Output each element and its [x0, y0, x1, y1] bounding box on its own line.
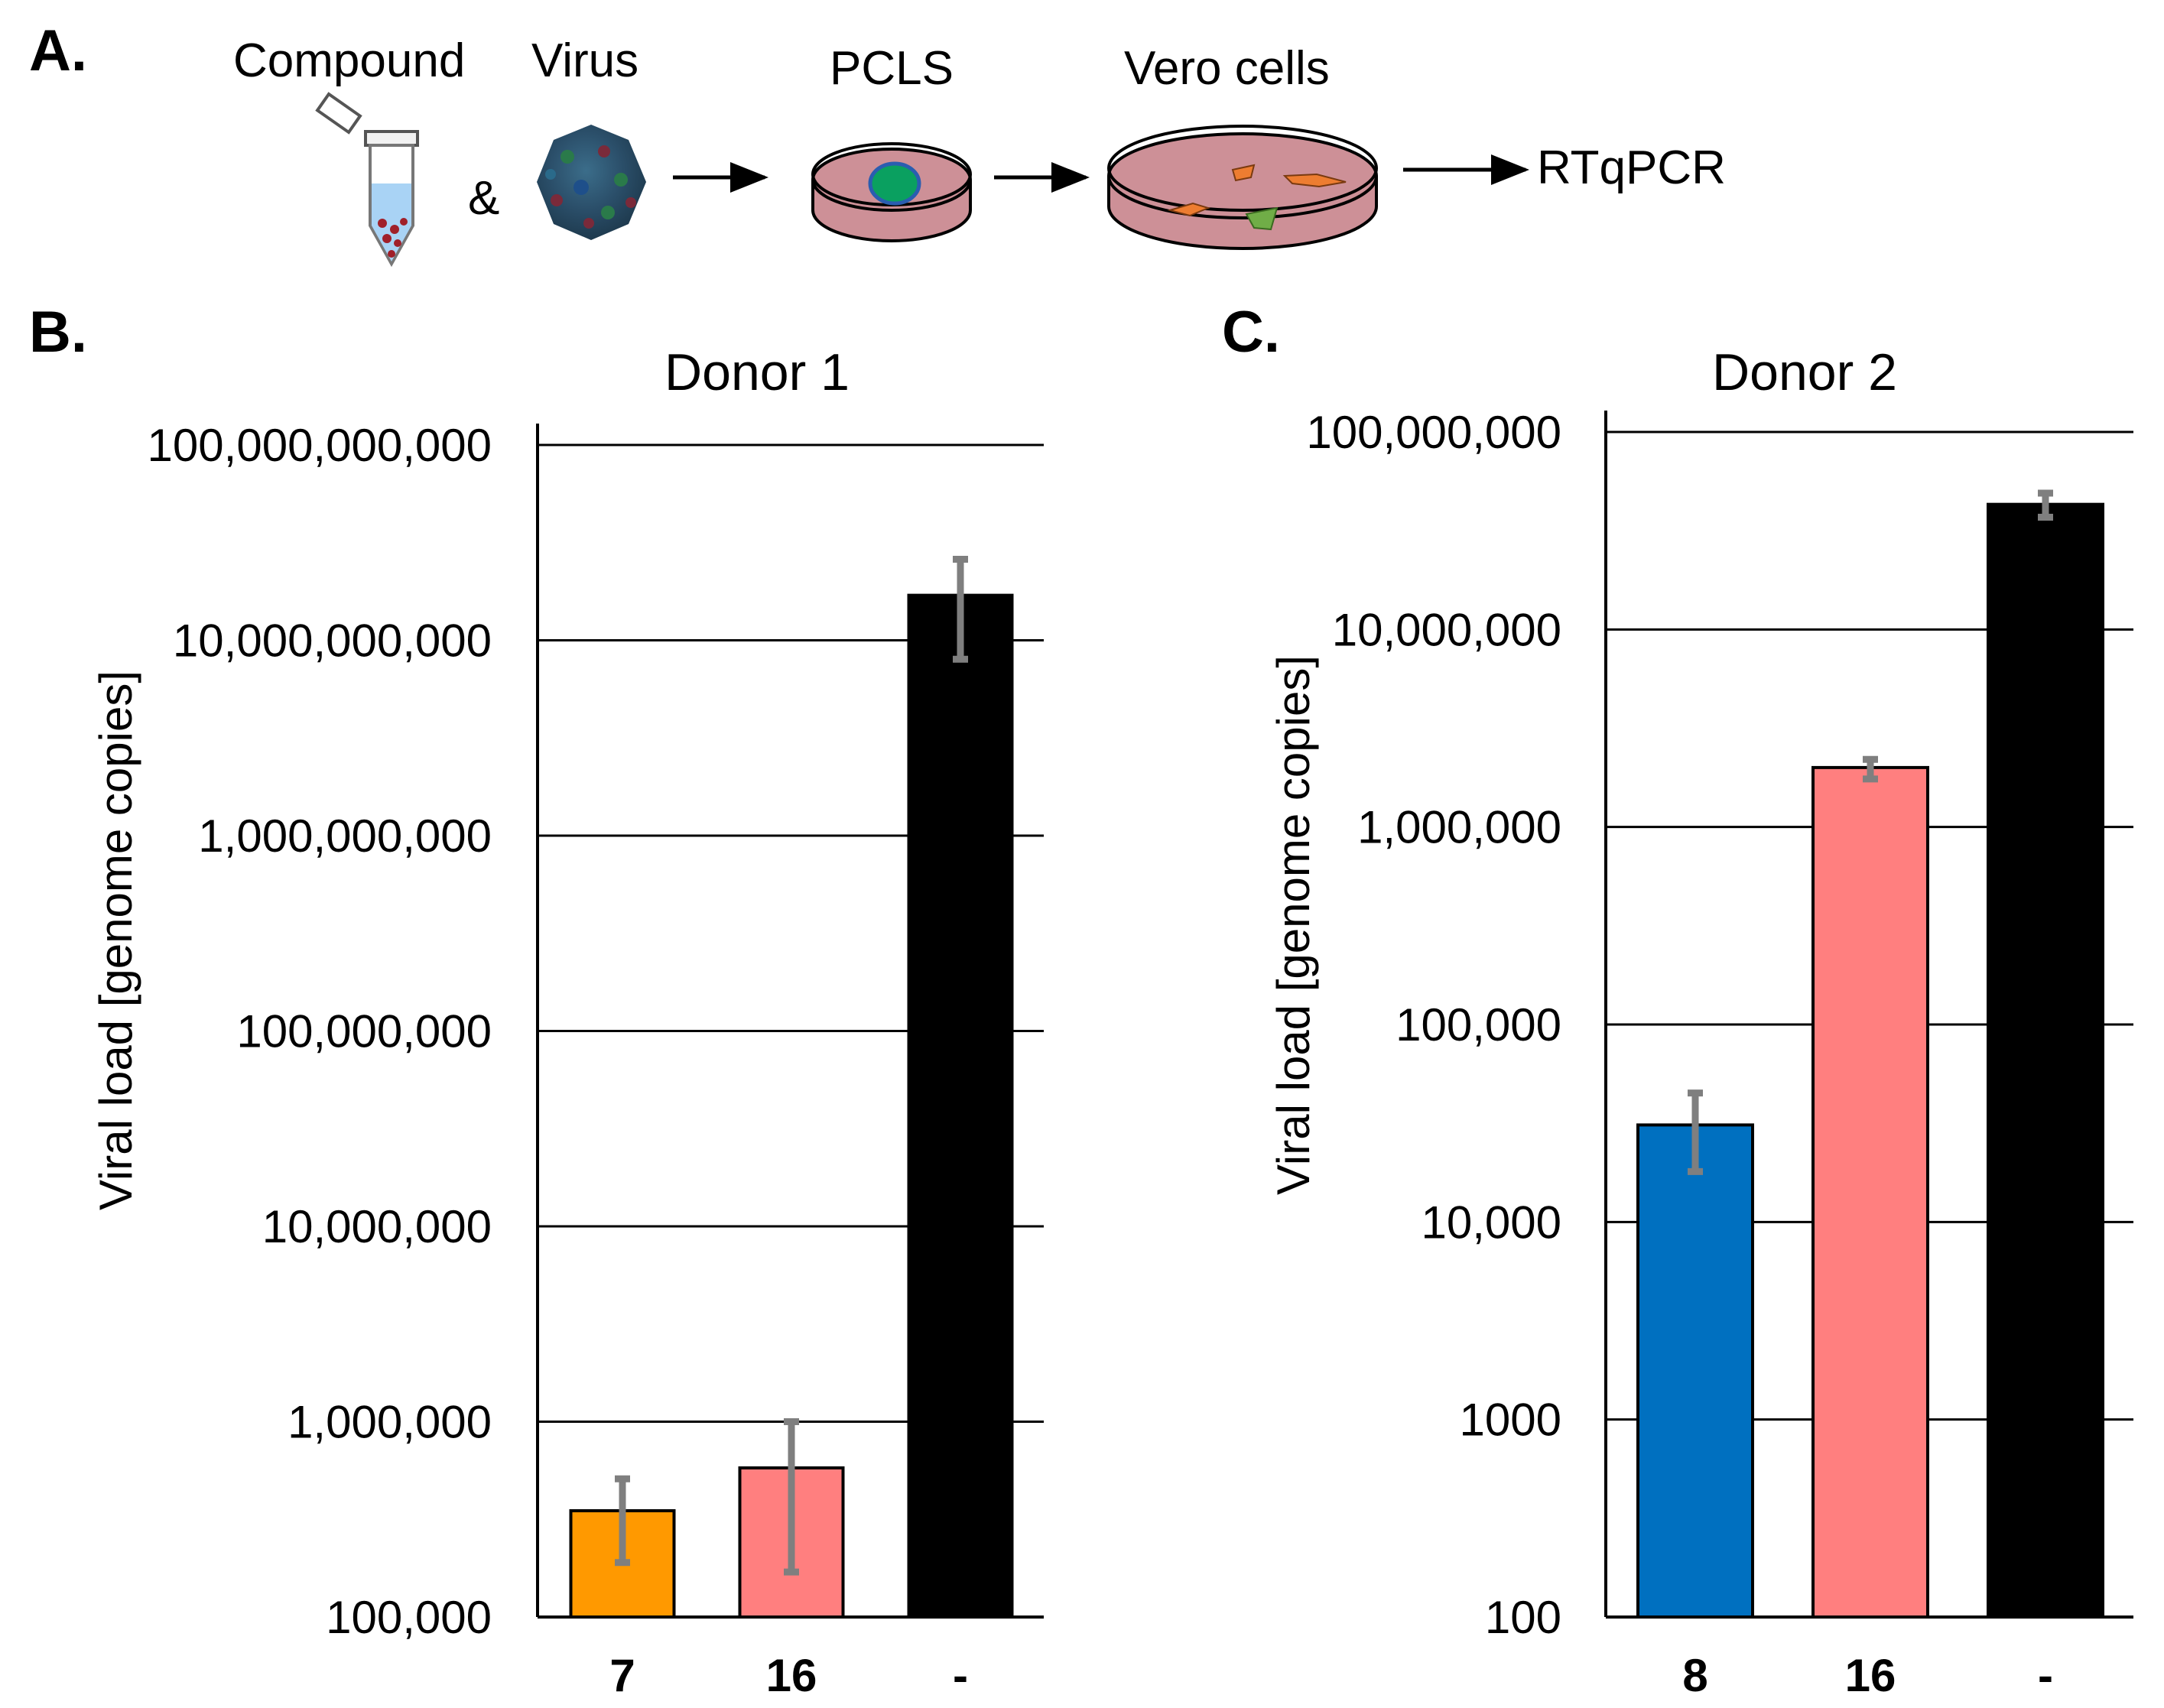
- panel-label-b: B.: [29, 300, 87, 365]
- bar-1: [1636, 1123, 1754, 1619]
- y-axis-title: Viral load [genome copies]: [1268, 655, 1319, 1195]
- x-category-label: 16: [766, 1650, 817, 1701]
- ampersand: &: [468, 172, 499, 225]
- x-category-label: 7: [609, 1650, 635, 1701]
- y-tick-label: 10,000,000,000: [173, 615, 492, 667]
- compound-label: Compound: [233, 34, 465, 87]
- y-tick-label: 10,000: [1421, 1197, 1561, 1248]
- virus-label: Virus: [531, 34, 638, 87]
- x-category-label: -: [953, 1650, 968, 1701]
- y-axis-title: Viral load [genome copies]: [90, 671, 141, 1210]
- y-tick-label: 10,000,000: [262, 1201, 492, 1252]
- pcls-dish-icon: [811, 142, 972, 242]
- y-tick-label: 1,000,000,000: [198, 810, 492, 862]
- chart-title: Donor 1: [664, 343, 850, 401]
- x-category-label: 8: [1682, 1650, 1707, 1701]
- chart-title: Donor 2: [1712, 343, 1897, 401]
- y-tick-label: 100: [1485, 1592, 1561, 1643]
- bar-2: [1811, 765, 1929, 1619]
- pcls-label: PCLS: [830, 42, 954, 95]
- x-category-label: 16: [1845, 1650, 1896, 1701]
- bar-3: [907, 593, 1014, 1619]
- chart-donor-2: Donor 2 Viral load [genome copies] 100 10…: [1268, 343, 2133, 1701]
- bar-3: [1987, 502, 2104, 1619]
- vero-dish-icon: [1107, 125, 1378, 250]
- y-tick-label: 100,000: [1396, 999, 1561, 1050]
- vero-cells-label: Vero cells: [1124, 42, 1330, 95]
- y-tick-label: 10,000,000: [1332, 604, 1561, 655]
- panel-label-c: C.: [1222, 300, 1280, 365]
- y-tick-label: 100,000,000: [236, 1006, 492, 1057]
- rtqpcr-label: RTqPCR: [1537, 141, 1726, 194]
- y-tick-label: 1000: [1460, 1395, 1561, 1446]
- panel-label-a: A.: [29, 18, 87, 83]
- y-tick-label: 100,000,000: [1306, 407, 1561, 458]
- y-tick-label: 100,000: [326, 1592, 492, 1643]
- y-tick-label: 1,000,000: [288, 1397, 492, 1448]
- chart-donor-1: Donor 1 Viral load [genome copies] 100,0…: [90, 343, 1044, 1701]
- compound-tube-icon: [315, 92, 419, 268]
- x-category-label: -: [2038, 1650, 2053, 1701]
- virus-icon: [537, 125, 646, 240]
- y-tick-label: 1,000,000: [1357, 802, 1561, 853]
- y-tick-label: 100,000,000,000: [148, 420, 492, 471]
- schematic: Compound Virus PCLS Vero cells & RTqPCR: [233, 34, 1726, 268]
